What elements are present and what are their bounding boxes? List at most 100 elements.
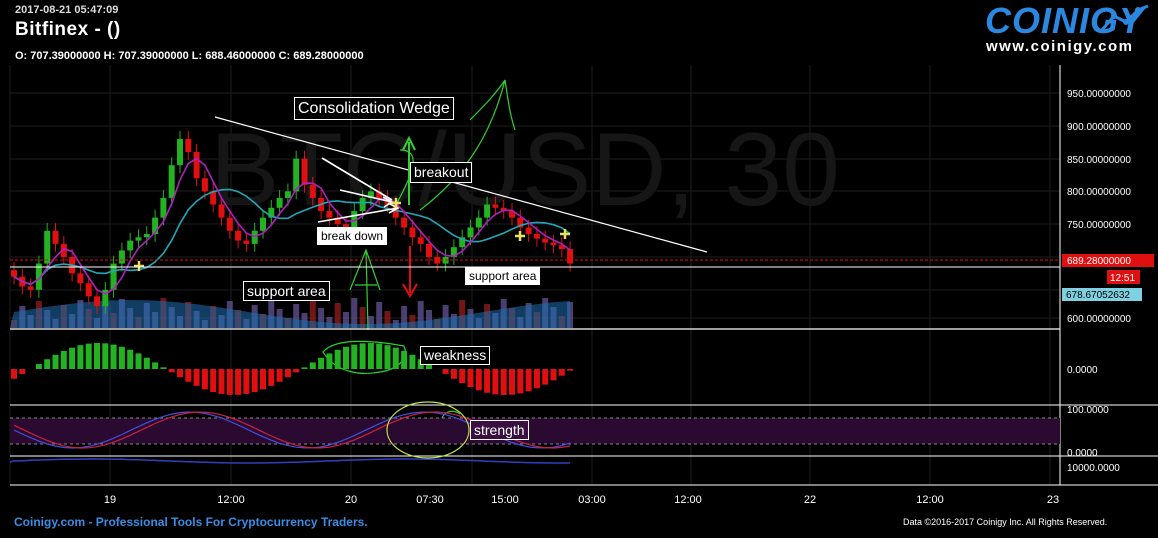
macd-bar [542, 369, 549, 385]
macd-bar [550, 369, 557, 381]
macd-bar [376, 343, 383, 369]
macd-bar [251, 369, 258, 393]
macd-bar [193, 369, 200, 386]
candle-body [401, 217, 408, 228]
candle-body [276, 197, 283, 208]
macd-bar [102, 343, 109, 369]
volume-bar [268, 300, 275, 328]
macd-bar [11, 369, 17, 379]
macd-bar [127, 349, 134, 369]
page-title: Bitfinex - () [15, 19, 121, 40]
candle-body [135, 237, 142, 241]
time-tick-label: 22 [804, 494, 816, 506]
macd-bar [201, 369, 208, 390]
volume-bar [293, 304, 300, 328]
candle-body [509, 211, 515, 218]
candle-body [409, 227, 416, 238]
macd-bar [567, 369, 574, 371]
macd-bar [77, 345, 84, 369]
volume-bar [351, 298, 358, 328]
macd-bar [392, 347, 399, 369]
volume-bar [384, 311, 391, 328]
stoch-tick-label: 100.0000 [1067, 405, 1109, 416]
volume-bar [401, 306, 408, 328]
macd-bar [185, 369, 192, 382]
macd-bar [533, 369, 540, 389]
time-tick-label: 07:30 [416, 494, 444, 506]
macd-bar [409, 354, 416, 369]
volume-bar [426, 310, 432, 328]
footer-tagline[interactable]: Coinigy.com - Professional Tools For Cry… [14, 515, 368, 529]
candle-body [309, 184, 316, 198]
macd-bar [293, 369, 300, 373]
last-price-badge: 689.28000000 [1067, 256, 1131, 267]
wedge-inner-line [321, 157, 393, 201]
candle-body [127, 240, 134, 251]
macd-bar [301, 367, 308, 369]
candle-body [367, 191, 374, 198]
macd-bar [509, 369, 515, 395]
candle-body [243, 240, 250, 244]
volume-area [10, 300, 571, 328]
volume-bar [334, 303, 341, 328]
candle-body [492, 204, 499, 208]
candle-body [118, 250, 125, 264]
candle-body [143, 234, 150, 238]
candle-body [475, 217, 482, 228]
x-axis: 19 12:00 20 07:30 15:00 03:00 12:00 22 12:00 23 [104, 494, 1059, 506]
candle-body [60, 243, 67, 257]
candle-body [558, 245, 565, 250]
macd-bar [450, 369, 457, 379]
macd-bar [218, 369, 225, 394]
macd-bar [35, 364, 42, 369]
volume-bar [409, 315, 416, 328]
time-tick-label: 12:00 [674, 494, 702, 506]
macd-histogram [10, 343, 1158, 406]
candle-body [567, 249, 574, 264]
volume-bar [417, 301, 424, 328]
candle-body [201, 178, 208, 192]
candle-body [210, 191, 217, 205]
candle-body [517, 217, 524, 228]
macd-bar [326, 353, 333, 369]
candle-body [467, 227, 474, 238]
candle-body [226, 217, 233, 231]
coinigy-logo[interactable]: COINIGY www.coinigy.com [982, 0, 1152, 58]
macd-bar [384, 345, 391, 369]
volume-bar [459, 300, 466, 328]
candle-body [160, 197, 167, 218]
macd-bar [135, 353, 142, 369]
ohlc-readout: O: 707.39000000 H: 707.39000000 L: 688.4… [15, 50, 364, 62]
candle-body [484, 204, 491, 218]
candle-body [500, 207, 507, 212]
macd-bar [517, 369, 524, 394]
footer-copyright: Data ©2016-2017 Coinigy Inc. All Rights … [903, 517, 1108, 527]
macd-tick-label: 0.0000 [1067, 365, 1098, 376]
candle-body [376, 191, 383, 198]
macd-bar [367, 343, 374, 369]
candle-body [426, 243, 432, 257]
macd-bar [334, 349, 341, 369]
logo-text: COINIGY [985, 0, 1145, 41]
y-axis: 950.00000000 900.00000000 850.00000000 800.… [1062, 89, 1154, 474]
wedge-trendline [214, 116, 708, 253]
macd-bar [260, 369, 266, 390]
candle-body [260, 217, 266, 231]
candle-body [218, 204, 225, 218]
macd-bar [309, 362, 316, 369]
volume-bar [318, 308, 325, 328]
candle-countdown: 12:51 [1110, 273, 1135, 284]
macd-bar [226, 369, 233, 395]
macd-bar [343, 346, 349, 369]
macd-bar [284, 369, 291, 378]
stochastic-panel [9, 401, 1158, 464]
candle-body [11, 270, 17, 277]
time-tick-label: 03:00 [578, 494, 606, 506]
chart-line-icon [1100, 4, 1149, 31]
volume-bar [442, 305, 449, 328]
macd-bar [210, 369, 217, 393]
macd-bar [52, 354, 59, 369]
candle-body [268, 207, 275, 218]
candle-body [27, 286, 34, 290]
